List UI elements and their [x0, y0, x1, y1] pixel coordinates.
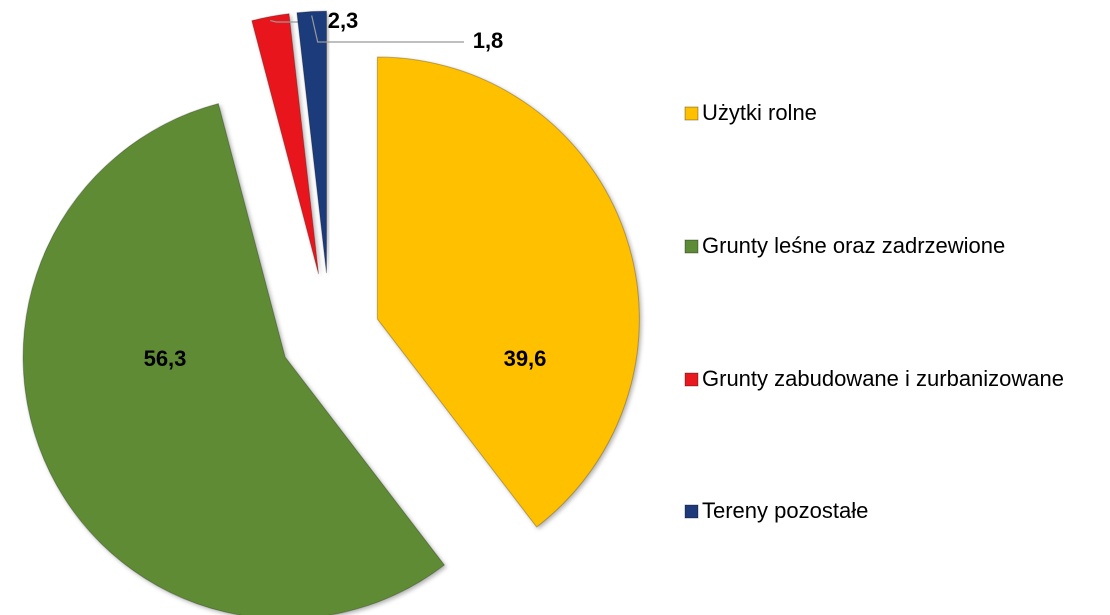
legend-swatch — [684, 239, 699, 254]
legend-label: Grunty leśne oraz zadrzewione — [702, 233, 1005, 258]
legend-label: Użytki rolne — [702, 100, 817, 125]
legend-label: Tereny pozostałe — [702, 498, 868, 523]
legend-swatch — [684, 106, 699, 121]
data-label: 2,3 — [328, 8, 359, 33]
legend-label: Grunty zabudowane i zurbanizowane — [702, 366, 1064, 391]
legend-swatch — [684, 372, 699, 387]
data-label: 56,3 — [144, 346, 187, 371]
legend-swatch — [684, 504, 699, 519]
pie-slice — [251, 13, 320, 275]
data-label: 1,8 — [473, 28, 504, 53]
pie-slice — [22, 103, 446, 615]
leader-line — [311, 15, 464, 43]
pie-slice — [376, 56, 640, 528]
pie-slice — [296, 10, 327, 274]
data-label: 39,6 — [504, 346, 547, 371]
